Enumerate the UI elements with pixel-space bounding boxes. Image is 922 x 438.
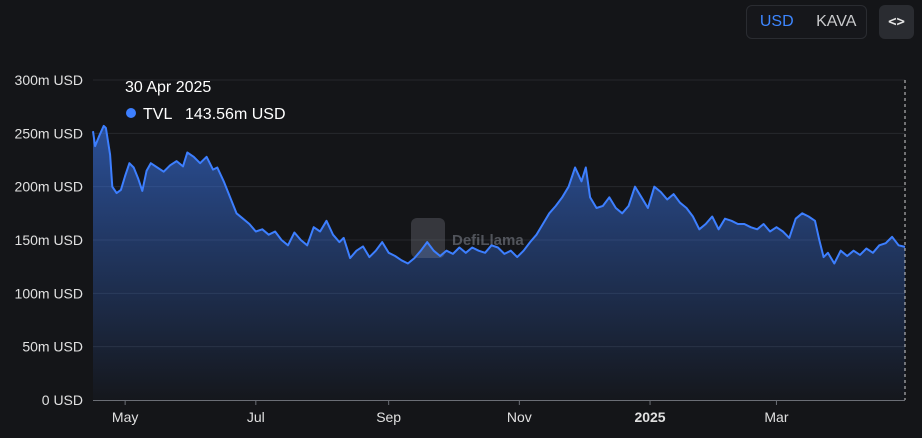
y-tick-label: 150m USD — [15, 232, 83, 248]
tooltip-series-dot-icon — [126, 108, 136, 118]
x-tick-label: Mar — [764, 409, 788, 425]
embed-code-icon: <> — [888, 14, 905, 30]
x-axis: May Jul Sep Nov 2025 Mar — [93, 400, 905, 425]
tooltip-date: 30 Apr 2025 — [125, 79, 211, 96]
x-tick-label: 2025 — [634, 409, 665, 425]
toggle-usd-button[interactable]: USD — [759, 13, 794, 30]
y-tick-label: 50m USD — [22, 339, 83, 355]
y-tick-label: 0 USD — [42, 392, 83, 408]
y-axis: 0 USD 50m USD 100m USD 150m USD 200m USD 250m… — [15, 72, 83, 408]
currency-toggle: USD KAVA — [746, 5, 867, 39]
embed-button[interactable]: <> — [879, 5, 914, 39]
watermark: DefiLlama — [411, 218, 524, 258]
y-tick-label: 200m USD — [15, 179, 83, 195]
toggle-kava-button[interactable]: KAVA — [816, 13, 857, 30]
y-tick-label: 100m USD — [15, 285, 83, 301]
y-tick-label: 300m USD — [15, 72, 83, 88]
watermark-text: DefiLlama — [452, 232, 524, 249]
tooltip-value: 143.56m USD — [185, 106, 286, 123]
tvl-line — [92, 124, 906, 265]
x-tick-label: May — [112, 409, 138, 425]
defillama-logo-icon — [411, 218, 445, 258]
y-tick-label: 250m USD — [15, 125, 83, 141]
x-tick-label: Sep — [376, 409, 401, 425]
tooltip-series-name: TVL — [143, 106, 172, 123]
tvl-area — [93, 125, 905, 401]
x-tick-label: Jul — [247, 409, 265, 425]
x-tick-label: Nov — [507, 409, 532, 425]
